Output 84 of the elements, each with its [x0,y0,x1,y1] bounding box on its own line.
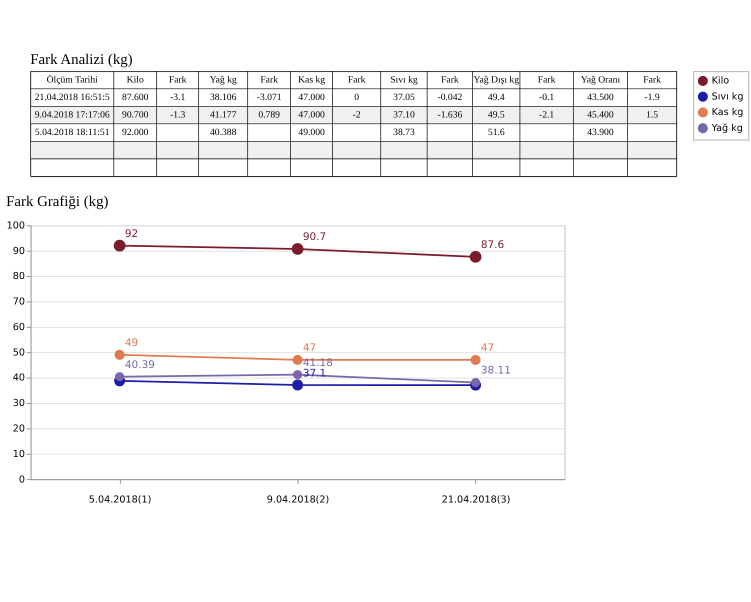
text: Fark [260,74,278,86]
text: -2 [352,110,361,121]
text: 45.400 [587,110,614,121]
chart-title: Fark Grafiği (kg) [6,194,109,210]
text: Yağ Dışı kg [474,74,520,86]
text: 49.000 [298,127,326,138]
point [470,250,482,263]
text: Fark [643,74,662,86]
text: -1.3 [170,110,186,121]
text: 21.04.2018 16:51:5 [34,92,110,104]
text: 87.600 [122,92,149,104]
data-label: 87.6 [480,239,505,252]
legend-label: Kas kg [712,107,744,118]
y-tick-label: 0 [18,474,25,486]
y-tick-label: 30 [12,398,25,410]
text: 49.4 [488,92,505,104]
text: -1.636 [437,110,462,121]
text: -2.1 [539,110,554,121]
text: Yağ kg [210,74,237,86]
point [292,354,303,365]
text: -0.042 [437,92,462,104]
data-label: 47 [302,342,316,354]
text: -3.071 [256,92,282,104]
legend-label: Sıvı kg [712,91,744,102]
text: 43.500 [587,92,614,104]
x-tick-label: 9.04.2018(2) [266,494,330,506]
text: Kas kg [298,74,326,86]
y-tick-label: 60 [12,322,25,333]
legend-label: Kilo [712,76,730,87]
text: Fark Analizi (kg) [30,52,133,68]
text: Fark [538,74,556,86]
point [293,370,302,380]
text: -1.9 [644,92,660,104]
point [292,380,304,390]
text: Fark [348,74,366,86]
y-tick-label: 80 [12,271,25,282]
data-label: 92 [124,228,138,240]
text: Sıvı kg [390,74,418,86]
data-label: 49 [124,337,138,350]
data-label: 40.39 [124,358,155,371]
y-tick-label: 70 [12,296,25,308]
data-label: 90.7 [302,231,326,244]
text: 0.789 [258,110,280,121]
text: 38.106 [210,92,237,104]
data-label: 38.11 [480,364,511,377]
x-tick-label: 5.04.2018(1) [88,494,152,506]
text: 90.700 [122,110,149,121]
point [470,378,480,388]
text: 9.04.2018 17:17:06 [34,110,110,121]
text: 0 [354,92,360,104]
y-tick-label: 90 [12,246,25,257]
y-tick-label: 10 [12,448,25,460]
text: Fark [441,74,459,86]
text: 38.73 [393,127,415,138]
text: 51.6 [488,127,505,138]
text: Yağ Oranı [580,74,620,86]
point [114,240,126,252]
text: 47.000 [298,92,326,104]
y-tick-label: 20 [12,423,25,434]
text: 5.04.2018 18:11:51 [34,127,110,138]
text: 40.388 [210,127,237,138]
text: 49.5 [488,110,505,121]
data-label: 47 [480,342,494,354]
y-tick-label: 50 [12,347,25,358]
text: -0.1 [539,92,554,104]
x-tick-label: 21.04.2018(3) [442,494,510,506]
text: 92.000 [122,127,149,138]
point [114,350,125,360]
point [470,354,481,365]
text: 37.05 [393,92,415,104]
point [292,243,304,255]
text: 37.10 [393,110,415,121]
text: Fark [168,74,187,86]
text: 43.900 [587,127,614,138]
text: -3.1 [170,92,186,104]
text: Ölçüm Tarihi [46,74,98,86]
text: 1.5 [646,110,658,121]
y-tick-label: 40 [12,372,25,384]
point [115,372,124,382]
legend-label: Yağ kg [710,122,743,134]
text: 41.177 [210,110,237,121]
text: 47.000 [298,110,326,121]
y-tick-label: 100 [6,220,25,232]
text: Kilo [126,74,144,86]
